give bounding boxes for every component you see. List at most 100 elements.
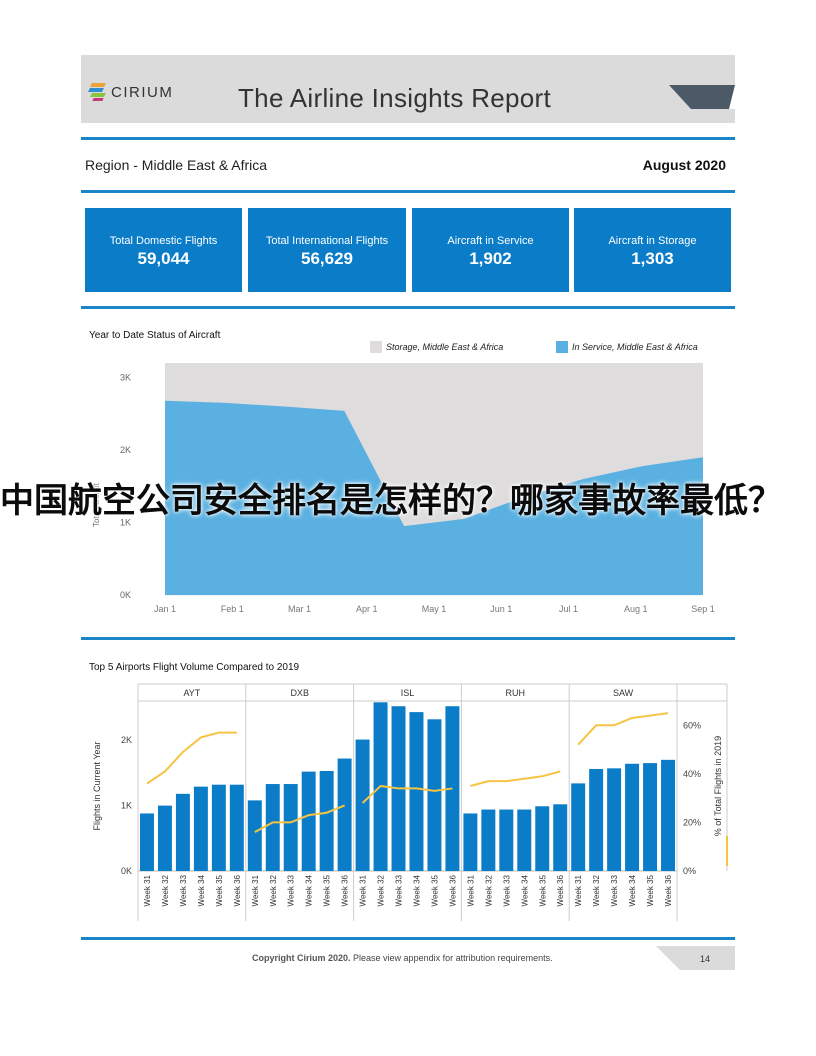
flight-bar [661, 759, 675, 871]
area-x-tick: Jun 1 [490, 604, 512, 614]
page-tab-icon [656, 946, 735, 970]
area-y-tick: 0K [120, 590, 131, 600]
bar-y-tick: 1K [121, 801, 132, 811]
report-header: CIRIUM The Airline Insights Report [81, 55, 735, 123]
flight-bar [553, 804, 568, 871]
area-y-axis-label: Total Aircraft [92, 482, 101, 527]
bar-y2-tick: 60% [683, 720, 701, 730]
pct-2019-line [146, 731, 237, 785]
week-label: Week 36 [341, 874, 350, 906]
area-x-tick: Jul 1 [559, 604, 578, 614]
kpi-label: Total Domestic Flights [109, 235, 218, 247]
flight-bar [283, 784, 298, 871]
legend-label-in-service: In Service, Middle East & Africa [572, 342, 698, 352]
kpi-aircraft-in-storage: Aircraft in Storage 1,303 [574, 208, 731, 292]
kpi-label: Total International Flights [265, 235, 389, 247]
flight-bar [265, 784, 280, 871]
airport-label: SAW [613, 688, 634, 698]
page-number: 14 [700, 954, 711, 964]
aircraft-status-area-chart: 0K 1K 2K 3K Jan 1 Feb 1 Mar 1 Apr 1 May 1 Jun 1 J… [92, 363, 715, 614]
week-label: Week 36 [664, 874, 673, 906]
kpi-value: 1,902 [469, 249, 512, 268]
flight-bar [229, 784, 244, 871]
flight-bar [517, 809, 532, 871]
divider [81, 937, 735, 940]
airport-label: RUH [506, 688, 526, 698]
bar-y2-tick: 0% [683, 866, 696, 876]
week-label: Week 32 [484, 874, 493, 906]
flight-bar [319, 770, 334, 871]
flight-bar [625, 763, 640, 871]
week-label: Week 36 [448, 874, 457, 906]
area-x-tick: Sep 1 [691, 604, 715, 614]
copyright-rest: Please view appendix for attribution req… [350, 953, 553, 963]
kpi-value: 1,303 [631, 249, 674, 268]
flight-bar [409, 712, 424, 871]
week-label: Week 31 [466, 874, 475, 906]
airport-label: DXB [290, 688, 309, 698]
area-x-tick: May 1 [422, 604, 447, 614]
week-label: Week 36 [233, 874, 242, 906]
region-label: Region - Middle East & Africa [85, 157, 268, 173]
bar-y2-tick: 20% [683, 817, 701, 827]
week-label: Week 33 [502, 874, 511, 906]
flight-bar [607, 768, 622, 871]
area-x-tick: Apr 1 [356, 604, 378, 614]
kpi-international-flights: Total International Flights 56,629 [248, 208, 406, 292]
kpi-aircraft-in-service: Aircraft in Service 1,902 [412, 208, 569, 292]
area-x-tick: Mar 1 [288, 604, 311, 614]
bar-y-axis-label: Flights in Current Year [92, 741, 102, 830]
pct-2019-line [254, 804, 345, 834]
week-label: Week 32 [269, 874, 278, 906]
week-label: Week 34 [412, 874, 421, 906]
kpi-value: 56,629 [301, 249, 353, 268]
kpi-label: Aircraft in Service [447, 235, 534, 247]
area-y-tick: 3K [120, 373, 131, 383]
area-chart-title: Year to Date Status of Aircraft [89, 330, 221, 341]
pct-2019-line [361, 784, 453, 804]
area-y-tick: 2K [120, 445, 131, 455]
airport-label: AYT [183, 688, 200, 698]
legend-swatch-storage [370, 341, 382, 353]
copyright-bold: Copyright Cirium 2020. [252, 953, 351, 963]
bar-y-tick: 2K [121, 735, 132, 745]
week-label: Week 32 [377, 874, 386, 906]
week-label: Week 34 [520, 874, 529, 906]
cirium-logo-icon [88, 83, 106, 101]
area-x-tick: Jan 1 [154, 604, 176, 614]
week-label: Week 35 [430, 874, 439, 906]
flight-bar [481, 809, 496, 871]
flight-bar [463, 813, 478, 871]
kpi-label: Aircraft in Storage [608, 235, 697, 247]
week-label: Week 36 [556, 874, 565, 906]
area-y-tick: 1K [120, 518, 131, 528]
flight-bar [337, 758, 352, 871]
cirium-logo: CIRIUM [88, 83, 174, 101]
report-title: The Airline Insights Report [238, 83, 552, 113]
week-label: Week 33 [287, 874, 296, 906]
week-label: Week 35 [323, 874, 332, 906]
week-label: Week 34 [197, 874, 206, 906]
week-label: Week 35 [538, 874, 547, 906]
flight-bar [535, 806, 550, 871]
flight-bar [355, 739, 370, 871]
week-label: Week 34 [305, 874, 314, 906]
kpi-domestic-flights: Total Domestic Flights 59,044 [85, 208, 242, 292]
flight-bar [643, 763, 658, 871]
pct-2019-line [577, 712, 669, 746]
week-label: Week 35 [215, 874, 224, 906]
bar-chart-title: Top 5 Airports Flight Volume Compared to… [89, 662, 300, 673]
flight-bar [211, 784, 226, 871]
week-label: Week 31 [359, 874, 368, 906]
week-label: Week 32 [592, 874, 601, 906]
legend-swatch-in-service [556, 341, 568, 353]
bar-y-tick: 0K [121, 866, 132, 876]
week-label: Week 33 [395, 874, 404, 906]
flight-bar [301, 771, 316, 871]
bar-y2-tick: 40% [683, 769, 701, 779]
brand-name: CIRIUM [111, 83, 174, 101]
flight-bar [499, 809, 514, 871]
flight-bar [140, 813, 154, 871]
kpi-value: 59,044 [137, 249, 190, 268]
divider [81, 306, 735, 309]
